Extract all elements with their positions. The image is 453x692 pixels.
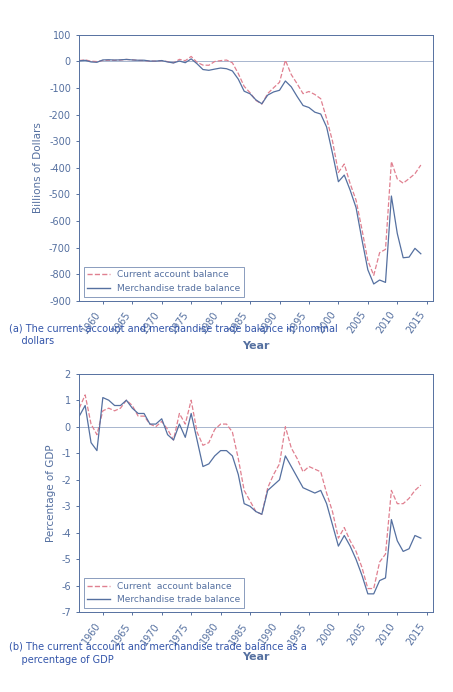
Legend: Current account balance, Merchandise trade balance: Current account balance, Merchandise tra… bbox=[84, 267, 244, 296]
X-axis label: Year: Year bbox=[242, 653, 270, 662]
Text: (a) The current account and merchandise trade balance in nominal
    dollars: (a) The current account and merchandise … bbox=[9, 323, 338, 347]
Y-axis label: Percentage of GDP: Percentage of GDP bbox=[46, 444, 56, 542]
Text: (b) The current account and merchandise trade balance as a
    percentage of GDP: (b) The current account and merchandise … bbox=[9, 641, 307, 665]
Legend: Current  account balance, Merchandise trade balance: Current account balance, Merchandise tra… bbox=[84, 579, 244, 608]
Y-axis label: Billions of Dollars: Billions of Dollars bbox=[34, 122, 43, 213]
X-axis label: Year: Year bbox=[242, 341, 270, 351]
